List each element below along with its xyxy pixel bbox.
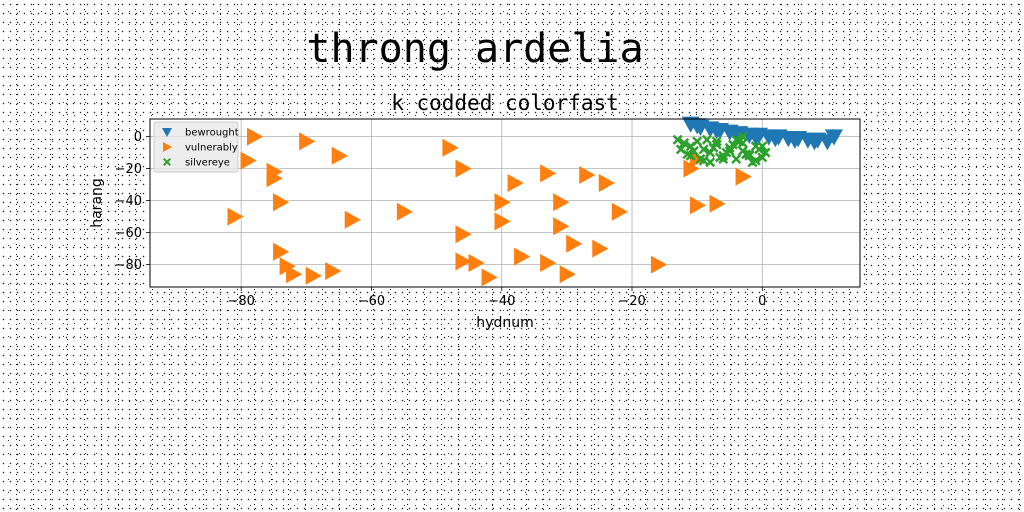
silvereye-point (747, 157, 758, 168)
silvereye-point (718, 154, 729, 164)
series-bewrought (681, 116, 843, 151)
vulnerably-point (598, 174, 615, 192)
silvereye-point (708, 142, 719, 153)
bewrought-point (746, 129, 765, 146)
vulnerably-point (455, 252, 472, 271)
silvereye-point (737, 131, 748, 142)
silvereye-point (682, 149, 693, 160)
y-tick-label: −80 (115, 258, 142, 273)
silvereye-point (692, 136, 703, 147)
silvereye-point (672, 134, 683, 145)
vulnerably-point (331, 146, 348, 165)
silvereye-point (695, 154, 706, 164)
silvereye-point (760, 147, 771, 158)
vulnerably-point (325, 262, 342, 280)
legend-label-bewrought: bewrought (185, 128, 239, 139)
y-tick-label: 0 (134, 130, 142, 145)
bewrought-point (707, 123, 726, 140)
legend-label-vulnerably: vulnerably (185, 143, 238, 154)
x-tick-label: 0 (758, 294, 766, 309)
vulnerably-point (455, 159, 472, 178)
vulnerably-point (683, 159, 700, 178)
data-series (227, 116, 843, 287)
bewrought-point (766, 131, 785, 148)
vulnerably-point (240, 151, 257, 170)
silvereye-point (711, 136, 722, 147)
vulnerably-point (553, 217, 570, 236)
silvereye-point (757, 141, 768, 152)
legend-label-silvereye: silvereye (185, 158, 230, 169)
vulnerably-point (540, 254, 557, 272)
vulnerably-point (344, 210, 361, 229)
vulnerably-point (611, 202, 628, 221)
bewrought-point (688, 118, 707, 135)
vulnerably-point (266, 169, 283, 188)
legend-marker-vulnerably (163, 142, 172, 152)
vulnerably-point (299, 132, 316, 151)
vulnerably-point (553, 193, 570, 212)
bewrought-point (805, 134, 824, 151)
vulnerably-point (709, 194, 726, 213)
axis-ticks: −80 −60 −40 −20 0 0 −20 −40 −60 −80 (115, 130, 767, 309)
silvereye-point (688, 146, 699, 156)
silvereye-point (701, 134, 712, 145)
x-axis-label: hydnum (476, 315, 533, 331)
vulnerably-point (481, 268, 498, 287)
vulnerably-point (579, 166, 596, 184)
silvereye-point (679, 138, 690, 148)
legend: bewrought vulnerably silvereye (153, 121, 239, 173)
vulnerably-point (494, 193, 511, 212)
legend-box (153, 121, 239, 173)
series-silvereye (672, 131, 771, 168)
chart-suptitle: throng ardelia (306, 26, 643, 72)
vulnerably-point (227, 207, 244, 226)
silvereye-point (705, 157, 716, 168)
vulnerably-point (735, 167, 752, 186)
vulnerably-point (396, 202, 414, 221)
vulnerably-point (286, 265, 303, 284)
silvereye-point (721, 147, 732, 158)
silvereye-point (731, 134, 742, 145)
chart-title: k codded colorfast (391, 91, 619, 115)
silvereye-point (698, 144, 709, 155)
vulnerably-point (689, 196, 707, 215)
vulnerably-point (273, 242, 290, 261)
legend-marker-silvereye (163, 158, 171, 166)
y-tick-label: −60 (115, 226, 142, 241)
bewrought-point (727, 126, 746, 143)
x-tick-label: −80 (227, 294, 254, 309)
vulnerably-point (442, 138, 459, 157)
plot-frame (149, 118, 861, 288)
vulnerably-point (247, 127, 264, 146)
x-tick-label: −40 (488, 294, 515, 309)
silvereye-point (744, 150, 755, 161)
vulnerably-point (559, 265, 576, 284)
vulnerably-point (650, 255, 668, 274)
vulnerably-point (305, 266, 322, 285)
vulnerably-point (592, 239, 609, 258)
vulnerably-point (540, 164, 557, 183)
vulnerably-point (514, 247, 531, 266)
vulnerably-point (566, 234, 583, 253)
y-axis-label: harang (89, 178, 105, 228)
bewrought-point (824, 129, 843, 146)
bewrought-point (785, 132, 804, 149)
series-vulnerably (227, 127, 752, 287)
vulnerably-point (494, 212, 511, 231)
y-tick-label: −20 (115, 162, 142, 177)
vulnerably-point (468, 254, 485, 272)
x-tick-label: −60 (358, 294, 385, 309)
vulnerably-point (689, 150, 707, 168)
vulnerably-point (455, 225, 472, 244)
vulnerably-point (273, 193, 290, 212)
x-tick-label: −20 (618, 294, 645, 309)
vulnerably-point (507, 174, 524, 192)
y-tick-label: −40 (115, 194, 142, 209)
silvereye-point (731, 154, 742, 164)
legend-marker-bewrought (162, 128, 172, 137)
